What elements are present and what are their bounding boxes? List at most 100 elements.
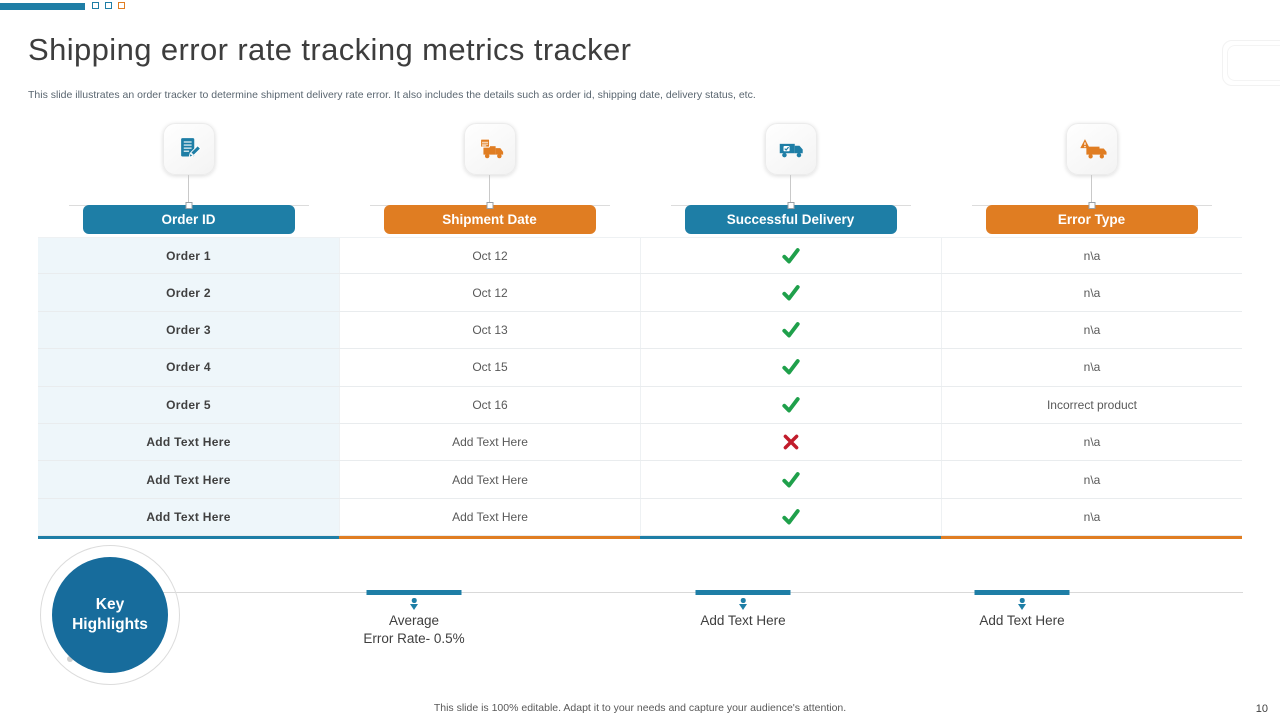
arrow-down-icon xyxy=(410,604,418,610)
bottom-border xyxy=(38,536,339,539)
header-pill-order-id: Order ID xyxy=(82,205,295,234)
marker-bar xyxy=(366,590,462,595)
marker-bar xyxy=(974,590,1070,595)
cell-shipment-date: Oct 12 xyxy=(339,274,640,311)
marker-label[interactable]: Add Text Here xyxy=(700,613,786,628)
cell-error-type: n\a xyxy=(941,349,1242,386)
arrow-down-icon xyxy=(1018,604,1026,610)
cell-delivery-status xyxy=(640,311,941,349)
column-header-error-type: Error Type xyxy=(941,118,1242,238)
bottom-border xyxy=(640,536,941,539)
connector-handle xyxy=(787,201,794,209)
table-row: Order 5 Oct 16 Incorrect product xyxy=(38,386,1242,424)
cross-icon xyxy=(783,434,799,450)
connector-line xyxy=(489,175,490,205)
table-row: Add Text Here Add Text Here n\a xyxy=(38,423,1242,462)
marker-dot xyxy=(411,598,417,603)
cell-shipment-date: Oct 15 xyxy=(339,349,640,386)
cell-error-type: Incorrect product xyxy=(941,386,1242,423)
cell-shipment-date: Oct 16 xyxy=(339,386,640,423)
cell-order-id: Order 5 xyxy=(38,386,339,423)
marker-bar xyxy=(695,590,791,595)
accent-square xyxy=(105,2,112,9)
shipment-truck-calendar-icon xyxy=(463,123,516,175)
cell-order-id[interactable]: Add Text Here xyxy=(38,498,339,536)
cell-error-type: n\a xyxy=(941,274,1242,311)
check-icon xyxy=(782,284,800,301)
bottom-border xyxy=(941,536,1242,539)
column-header-successful-delivery: Successful Delivery xyxy=(640,118,941,238)
cell-delivery-status xyxy=(640,349,941,386)
table-column-headers: Order ID Shipment Date xyxy=(38,118,1242,238)
column-header-order-id: Order ID xyxy=(38,118,339,238)
table-row: Order 1 Oct 12 n\a xyxy=(38,237,1242,275)
page-title: Shipping error rate tracking metrics tra… xyxy=(28,32,632,67)
cell-error-type: n\a xyxy=(941,498,1242,536)
cell-delivery-status xyxy=(640,461,941,498)
cell-order-id[interactable]: Add Text Here xyxy=(38,423,339,461)
order-document-icon xyxy=(162,123,215,175)
table-bottom-borders xyxy=(38,536,1242,539)
header-pill-error-type: Error Type xyxy=(985,205,1198,234)
marker-label[interactable]: Add Text Here xyxy=(979,613,1065,628)
marker-dot xyxy=(740,598,746,603)
cell-delivery-status xyxy=(640,386,941,423)
cell-order-id: Order 1 xyxy=(38,238,339,274)
accent-square xyxy=(92,2,99,9)
accent-dots xyxy=(92,2,125,9)
arrow-down-icon xyxy=(739,604,747,610)
table-row: Order 3 Oct 13 n\a xyxy=(38,311,1242,350)
cell-delivery-status xyxy=(640,423,941,461)
check-icon xyxy=(782,359,800,375)
check-icon xyxy=(782,396,800,413)
cell-shipment-date[interactable]: Add Text Here xyxy=(339,498,640,536)
table-row: Add Text Here Add Text Here n\a xyxy=(38,498,1242,537)
cell-order-id: Order 4 xyxy=(38,349,339,386)
connector-line xyxy=(188,175,189,205)
corner-decoration xyxy=(1222,40,1280,86)
marker-label: Average Error Rate- 0.5% xyxy=(363,613,465,647)
cell-order-id: Order 2 xyxy=(38,274,339,311)
highlight-arc xyxy=(40,545,180,685)
error-truck-warning-icon xyxy=(1065,123,1118,175)
connector-handle xyxy=(486,201,493,209)
check-icon xyxy=(782,247,800,264)
tracking-table: Order 1 Oct 12 n\a Order 2 Oct 12 n\a Or… xyxy=(38,237,1242,539)
page-subtitle: This slide illustrates an order tracker … xyxy=(28,89,756,101)
cell-error-type: n\a xyxy=(941,238,1242,274)
accent-bar xyxy=(0,3,85,10)
connector-line xyxy=(1091,175,1092,205)
key-highlights-label: Key Highlights xyxy=(72,595,148,633)
cell-order-id[interactable]: Add Text Here xyxy=(38,461,339,498)
connector-handle xyxy=(185,201,192,209)
check-icon xyxy=(782,509,800,525)
connector-line xyxy=(790,175,791,205)
cell-error-type: n\a xyxy=(941,423,1242,461)
cell-error-type: n\a xyxy=(941,461,1242,498)
cell-order-id: Order 3 xyxy=(38,311,339,349)
table-row: Add Text Here Add Text Here n\a xyxy=(38,461,1242,499)
cell-error-type: n\a xyxy=(941,311,1242,349)
marker-dot xyxy=(1019,598,1025,603)
header-pill-shipment-date: Shipment Date xyxy=(383,205,596,234)
footer-note: This slide is 100% editable. Adapt it to… xyxy=(433,702,847,714)
cell-delivery-status xyxy=(640,274,941,311)
page-number: 10 xyxy=(1255,703,1268,715)
check-icon xyxy=(782,322,800,338)
cell-delivery-status xyxy=(640,498,941,536)
cell-delivery-status xyxy=(640,238,941,274)
check-icon xyxy=(782,471,800,487)
cell-shipment-date[interactable]: Add Text Here xyxy=(339,423,640,461)
cell-shipment-date: Oct 13 xyxy=(339,311,640,349)
arc-end-dot xyxy=(67,656,73,662)
delivery-truck-icon xyxy=(764,123,817,175)
cell-shipment-date: Oct 12 xyxy=(339,238,640,274)
cell-shipment-date[interactable]: Add Text Here xyxy=(339,461,640,498)
table-row: Order 2 Oct 12 n\a xyxy=(38,274,1242,312)
bottom-border xyxy=(339,536,640,539)
table-rows: Order 1 Oct 12 n\a Order 2 Oct 12 n\a Or… xyxy=(38,237,1242,537)
accent-square xyxy=(118,2,125,9)
header-pill-successful-delivery: Successful Delivery xyxy=(684,205,897,234)
key-highlights-circle: Key Highlights xyxy=(52,557,168,673)
